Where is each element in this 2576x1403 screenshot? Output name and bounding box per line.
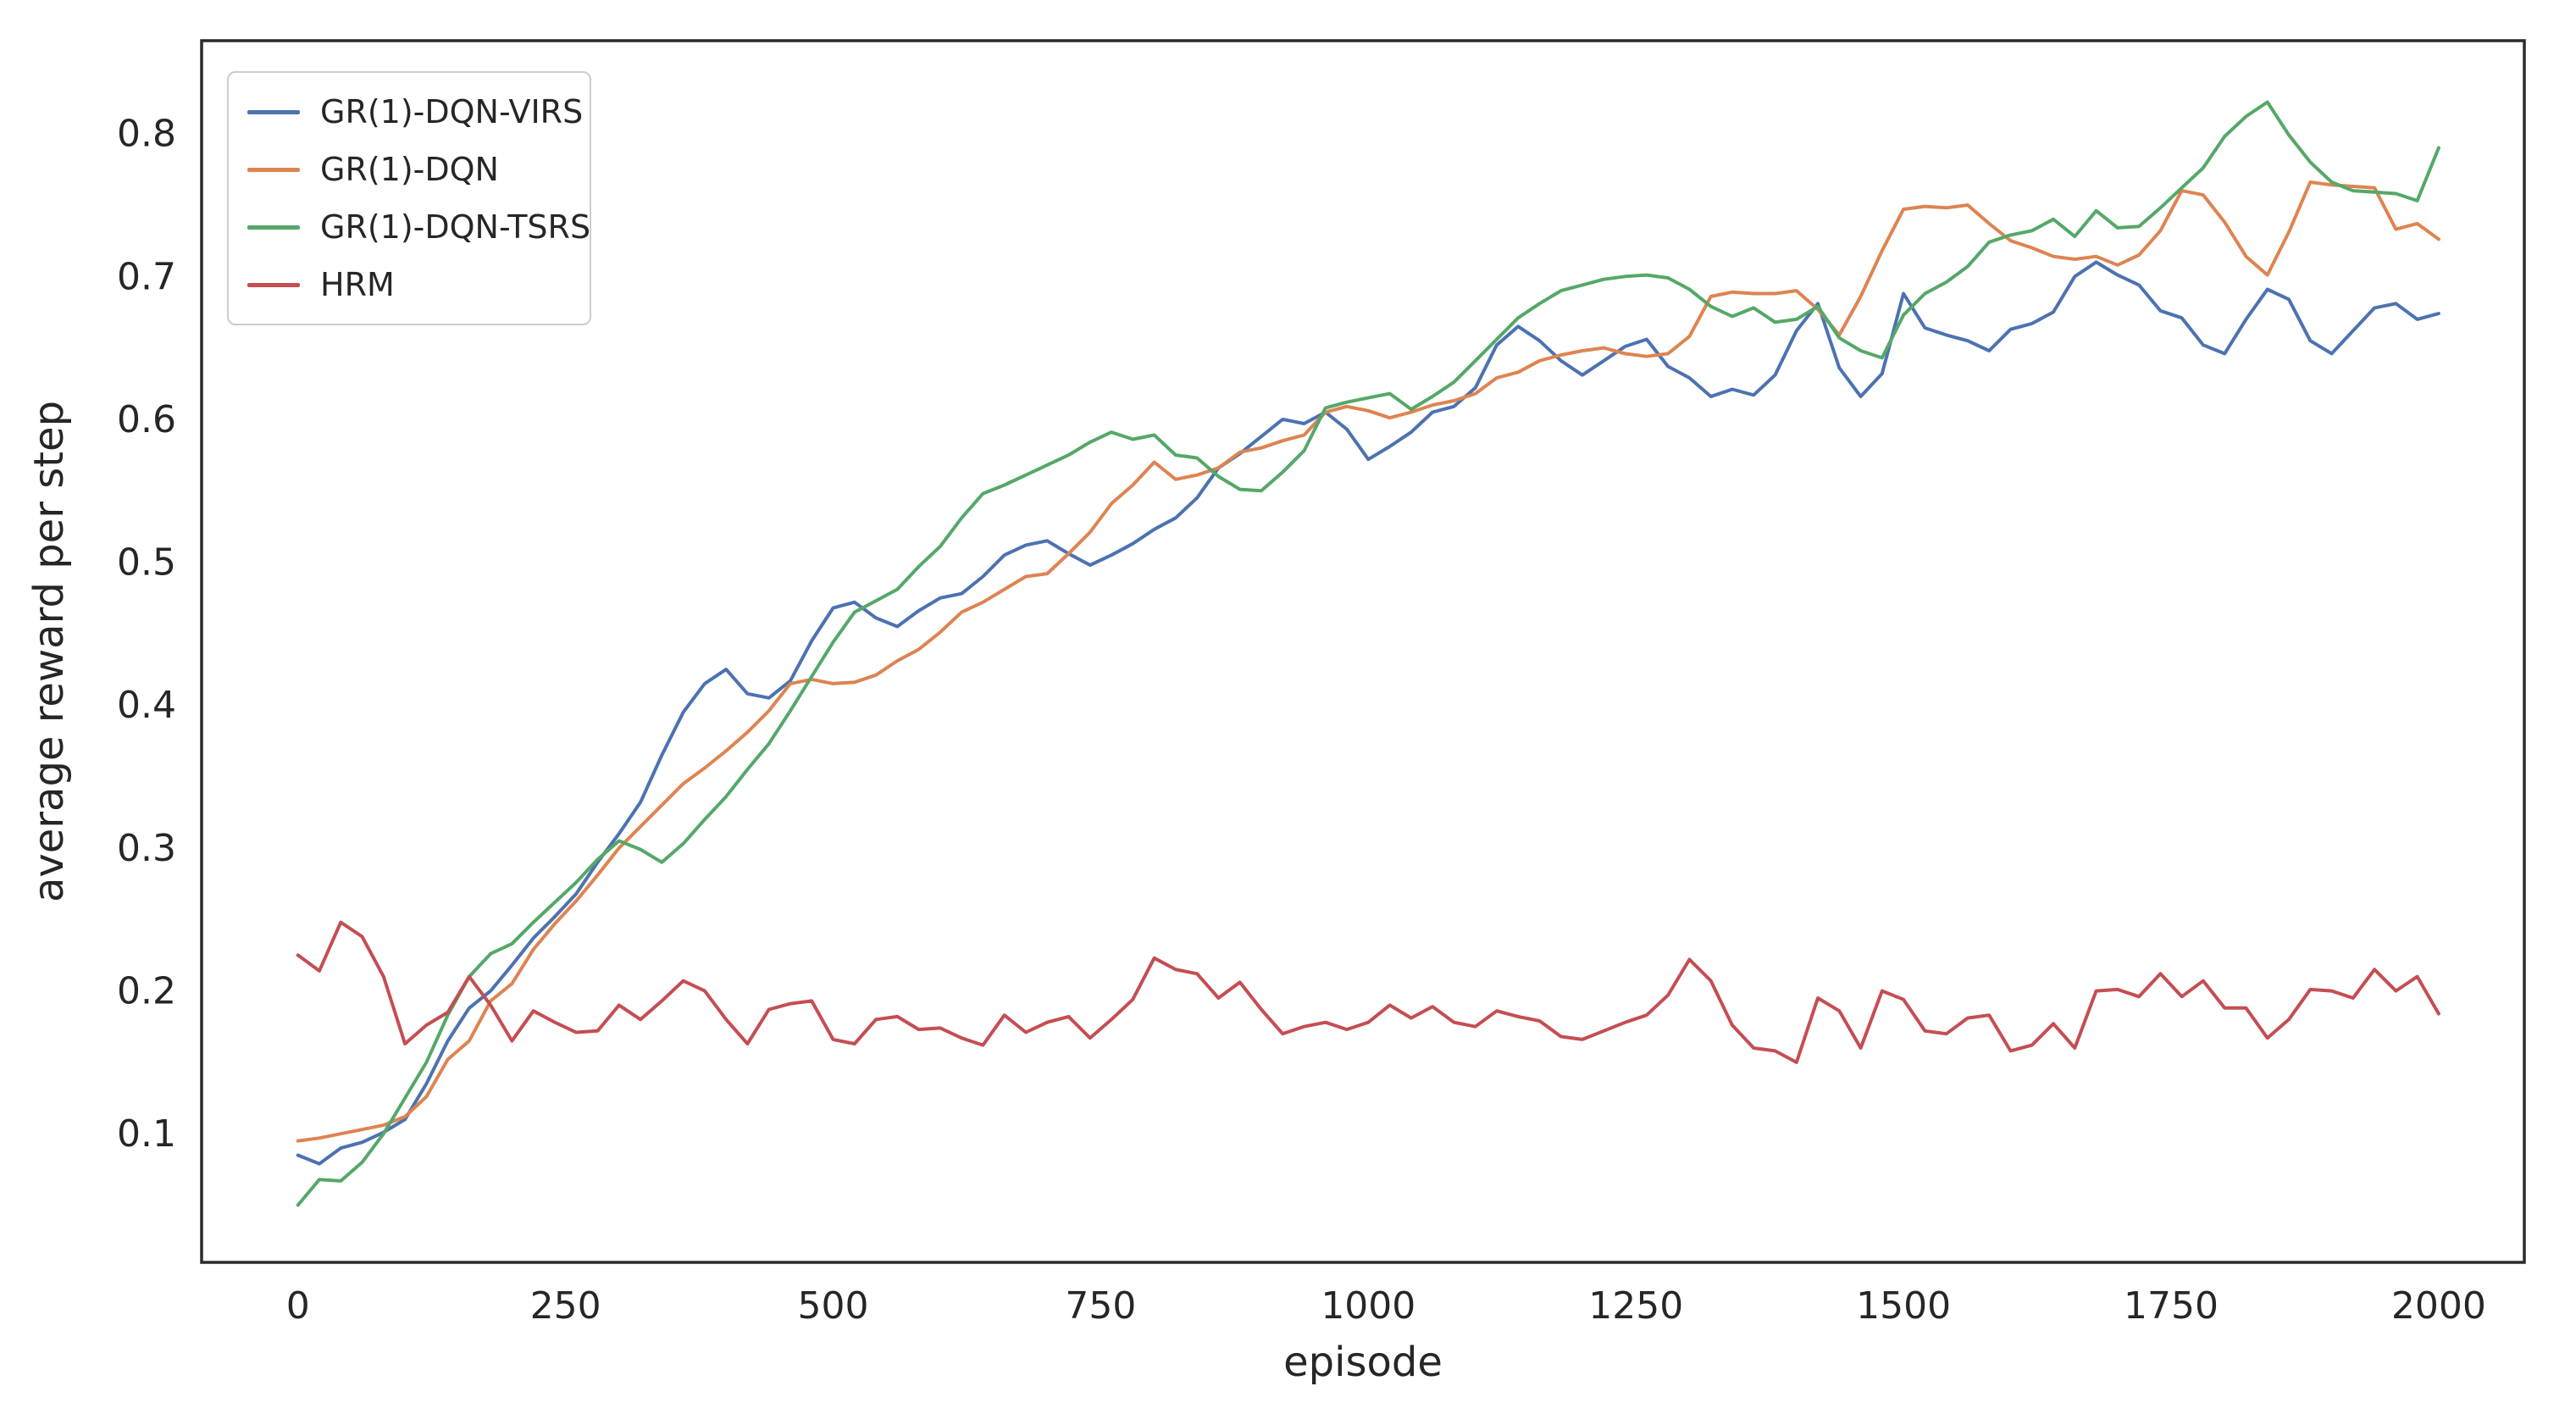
legend-item: HRM: [229, 258, 590, 312]
legend-line-swatch: [247, 167, 300, 172]
x-tick-label: 250: [530, 1284, 601, 1328]
legend-item-label: GR(1)-DQN-TSRS: [320, 208, 591, 246]
y-tick-label: 0.1: [117, 1112, 176, 1156]
series-line-GR(1)-DQN-VIRS: [296, 260, 2440, 1166]
x-tick-label: 1750: [2124, 1284, 2219, 1328]
plot-frame: [200, 39, 2526, 1264]
series-line-GR(1)-DQN: [296, 180, 2440, 1143]
legend-item-label: GR(1)-DQN: [320, 151, 499, 188]
y-tick-label: 0.4: [117, 684, 176, 727]
legend-item: GR(1)-DQN: [229, 142, 590, 197]
y-axis-tick-labels: 0.1 0.2 0.3 0.4 0.5 0.6 0.7 0.8: [117, 113, 176, 1156]
legend-item-label: HRM: [320, 266, 395, 303]
legend-line-swatch: [247, 225, 300, 230]
series-line-HRM: [296, 920, 2440, 1064]
x-tick-label: 750: [1065, 1284, 1136, 1328]
x-tick-label: 500: [798, 1284, 869, 1328]
legend-item: GR(1)-DQN-TSRS: [229, 200, 590, 254]
x-axis-label: episode: [1283, 1339, 1443, 1386]
legend-item: GR(1)-DQN-VIRS: [229, 85, 590, 139]
y-tick-label: 0.7: [117, 255, 176, 298]
x-tick-label: 1000: [1321, 1284, 1415, 1328]
series-line-GR(1)-DQN-TSRS: [296, 100, 2440, 1207]
y-tick-label: 0.3: [117, 827, 176, 870]
x-tick-label: 1250: [1588, 1284, 1683, 1328]
x-tick-label: 0: [286, 1284, 310, 1328]
x-tick-label: 2000: [2391, 1284, 2486, 1328]
y-tick-label: 0.8: [117, 113, 176, 156]
legend-line-swatch: [247, 109, 300, 114]
data-series-lines: [296, 100, 2440, 1207]
y-tick-label: 0.2: [117, 970, 176, 1013]
y-tick-label: 0.5: [117, 541, 176, 585]
legend-line-swatch: [247, 282, 300, 287]
legend-item-label: GR(1)-DQN-VIRS: [320, 93, 584, 130]
x-axis-tick-labels: 0 250 500 750 1000 1250 1500 1750 2000: [286, 1284, 2486, 1328]
y-tick-label: 0.6: [117, 398, 176, 441]
legend: GR(1)-DQN-VIRS GR(1)-DQN GR(1)-DQN-TSRS …: [227, 71, 591, 325]
x-tick-label: 1500: [1856, 1284, 1951, 1328]
y-axis-label: average reward per step: [25, 400, 73, 903]
axes-spines: [200, 39, 2526, 1264]
